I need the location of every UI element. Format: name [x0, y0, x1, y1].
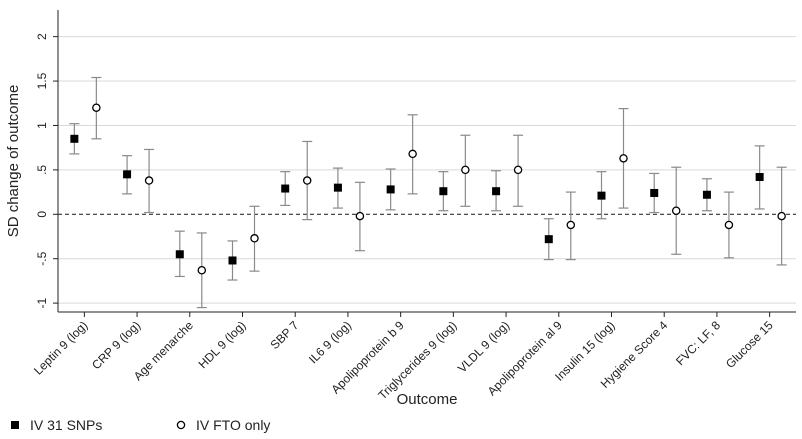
point-ivsnps: [386, 185, 395, 194]
point-ivfto: [92, 103, 101, 112]
legend: IV 31 SNPs IV FTO only: [11, 417, 270, 433]
x-tick-label: Leptin 9 (log): [31, 318, 90, 377]
x-tick-label: FVC: LF, 8: [673, 318, 723, 368]
data-markers: [70, 103, 786, 275]
point-ivfto: [408, 149, 417, 159]
y-tick-label: 1: [35, 122, 49, 129]
point-ivsnps: [333, 183, 342, 192]
point-ivsnps: [439, 187, 448, 196]
point-ivfto: [355, 211, 365, 221]
axes: [53, 10, 796, 317]
point-ivfto: [461, 165, 470, 175]
point-ivfto: [619, 154, 628, 163]
point-ivsnps: [228, 256, 237, 265]
grid-lines: [58, 36, 796, 304]
legend-marker-ivsnps: [11, 421, 19, 429]
point-ivfto: [671, 206, 681, 215]
point-ivfto: [302, 176, 312, 185]
point-ivfto: [724, 220, 734, 230]
x-tick-label: Glucose 15: [723, 318, 776, 371]
point-ivsnps: [492, 187, 501, 196]
point-ivsnps: [597, 191, 606, 200]
y-tick-label: 1.5: [35, 72, 49, 89]
x-axis-title: Outcome: [397, 391, 458, 408]
x-tick-label: SBP 7: [268, 318, 302, 352]
x-tick-label: VLDL 9 (log): [455, 318, 512, 375]
point-ivfto: [197, 266, 207, 275]
point-ivsnps: [755, 172, 764, 181]
y-tick-label: .5: [35, 165, 49, 175]
point-ivsnps: [544, 235, 553, 244]
x-tick-label: CRP 9 (log): [89, 318, 143, 372]
point-ivsnps: [281, 184, 290, 193]
point-ivsnps: [175, 250, 184, 259]
point-ivfto: [144, 176, 154, 185]
y-tick-label: -.5: [35, 251, 49, 265]
point-ivsnps: [702, 190, 711, 199]
point-ivfto: [777, 211, 786, 221]
x-tick-label: IL6 9 (log): [306, 318, 354, 366]
y-axis-title: SD change of outcome: [5, 85, 22, 238]
error-bars: [69, 76, 787, 309]
x-tick-label: HDL 9 (log): [196, 318, 249, 371]
point-ivsnps: [650, 188, 659, 197]
point-ivfto: [566, 220, 576, 230]
legend-marker-ivfto: [176, 420, 186, 430]
y-tick-label: 2: [35, 33, 49, 40]
point-ivsnps: [123, 170, 132, 179]
y-tick-label: -1: [35, 297, 49, 308]
point-ivsnps: [70, 134, 79, 143]
legend-label-ivsnps: IV 31 SNPs: [30, 417, 102, 433]
point-ivfto: [513, 165, 523, 175]
point-ivfto: [250, 234, 259, 243]
y-tick-label: 0: [35, 211, 49, 218]
legend-label-ivfto: IV FTO only: [196, 417, 270, 433]
